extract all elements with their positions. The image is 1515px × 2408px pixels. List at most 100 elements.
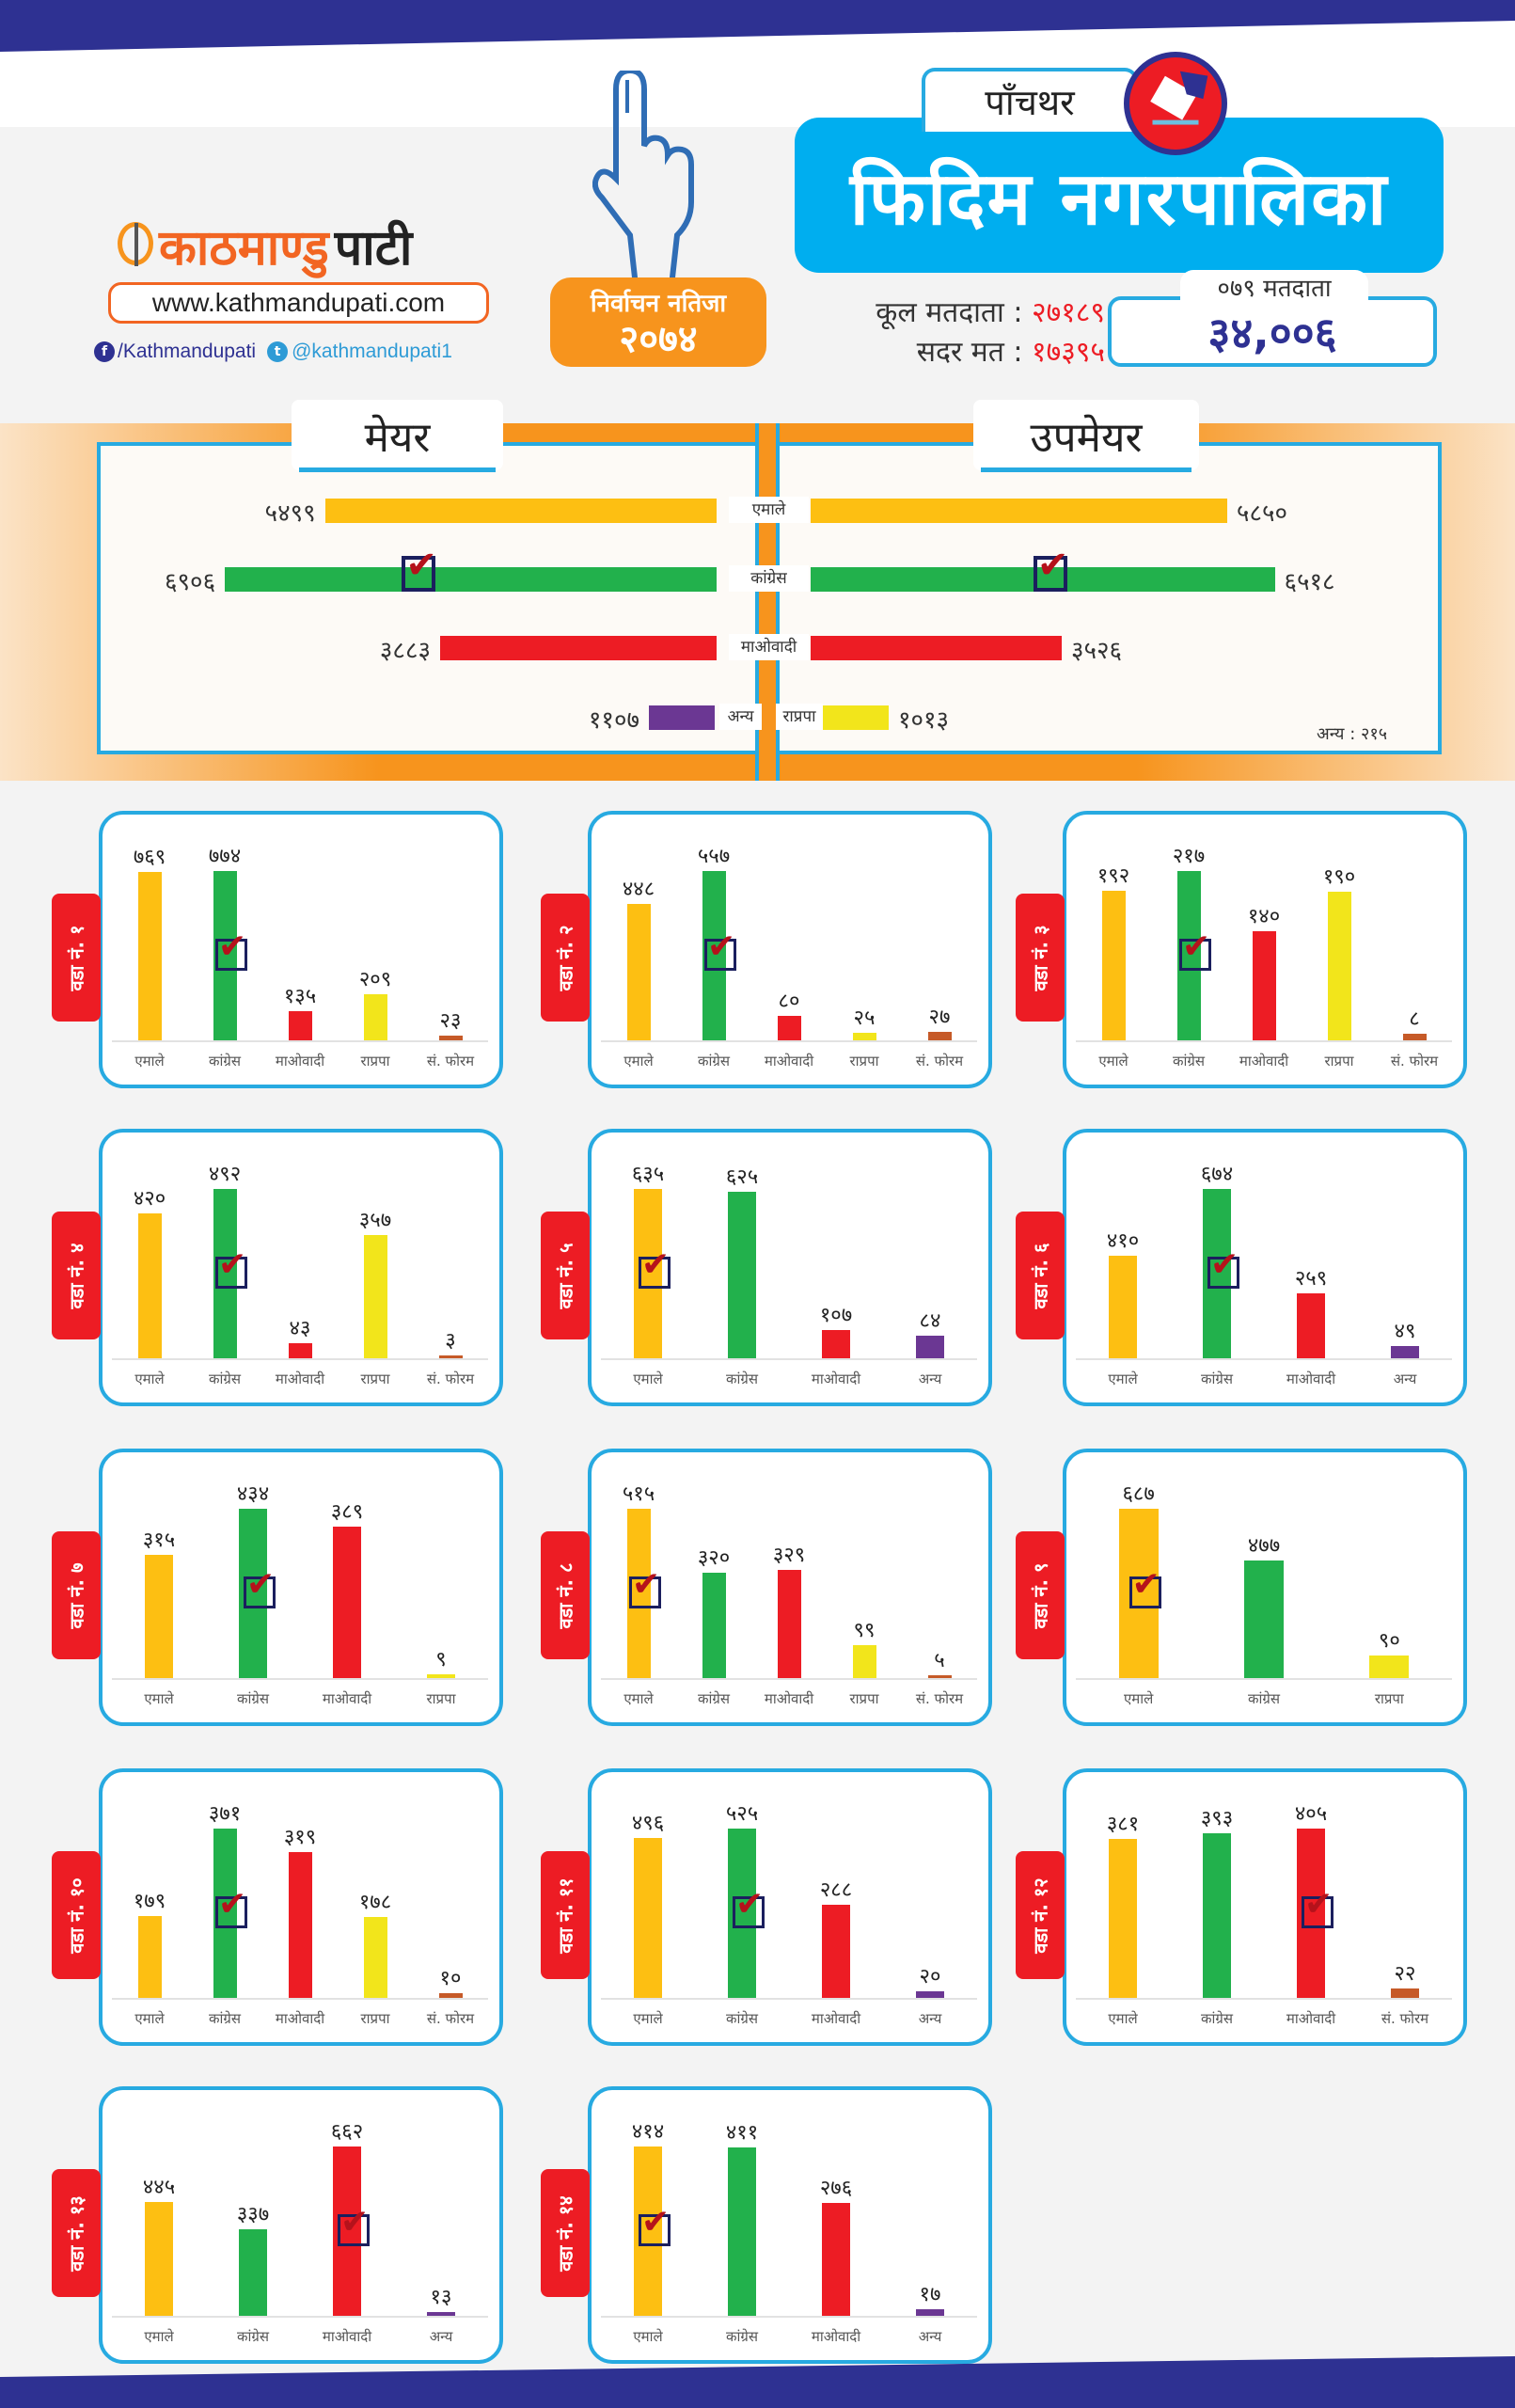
ward-tab-14: वडा नं. १४ [541,2169,590,2297]
bar-rpp [363,1916,387,1998]
bar-other [916,1991,944,1998]
value-label-maoist: ६६२ [330,2120,364,2144]
ward-title: वडा नं. ११ [554,1877,577,1954]
category-label-maoist: माओवादी [1286,2010,1336,2027]
bar-forum [438,1035,463,1040]
category-label-forum: सं. फोरम [426,2010,475,2027]
category-label-other: अन्य [918,2010,942,2027]
category-label-congress: कांग्रेस [725,1370,758,1387]
winner-check-icon [215,930,247,971]
ward-tab-7: वडा नं. ७ [52,1531,101,1659]
website-link[interactable]: www.kathmandupati.com [108,282,489,324]
bar-congress [702,1573,726,1678]
value-label-congress: २१७ [1172,845,1206,868]
ward-baseline [112,1358,488,1360]
value-label-maoist: ३८९ [330,1499,364,1524]
value-label-maoist: ४०५ [1294,1802,1328,1826]
category-label-other: अन्य [1393,1370,1417,1387]
deputy-mayor-title: उपमेयर [973,400,1199,472]
value-label-rpp: ३५७ [358,1209,392,1233]
twitter-link[interactable]: t @kathmandupati1 [267,341,452,363]
value-label-congress: ६२५ [725,1164,759,1189]
bar-emale [145,2202,173,2316]
ward-tab-11: वडा नं. ११ [541,1851,590,1979]
category-label-forum: सं. फोरम [915,1690,964,1707]
category-label-emale: एमाले [1108,2010,1138,2027]
total-voters-value: २७१८९ [1032,296,1105,329]
mayor-bar-congress [225,567,717,592]
category-label-other: अन्य [429,2328,453,2345]
category-label-congress: कांग्रेस [1200,1370,1233,1387]
category-label-maoist: माओवादी [764,1690,814,1707]
facebook-link[interactable]: f /Kathmandupati [94,341,256,363]
category-label-maoist: माओवादी [322,2328,372,2345]
bar-emale [1101,890,1126,1040]
ward-tab-10: वडा नं. १० [52,1851,101,1979]
value-label-emale: ४१० [1106,1228,1140,1253]
winner-check-icon [1179,930,1211,971]
total-voters-label: कूल मतदाता : [876,296,1023,329]
ballot-box-icon [1124,52,1227,155]
category-label-emale: एमाले [134,1053,165,1069]
category-label-rpp: राप्रपा [360,2010,390,2027]
category-label-emale: एमाले [144,2328,174,2345]
category-label-maoist: माओवादी [275,2010,325,2027]
ward-card-14: ४१४ एमाले ४११ कांग्रेस २७६ माओवादी १७ अन्य [588,2086,992,2364]
bar-rpp [363,994,387,1040]
ward-card-11: ४९६ एमाले ५२५ कांग्रेस २८८ माओवादी २० अन्य [588,1768,992,2046]
value-label-maoist: ८० [778,990,800,1014]
value-label-maoist: २८८ [819,1878,853,1903]
ward-tab-6: वडा नं. ६ [1016,1212,1065,1339]
value-label-forum: ५ [934,1649,945,1672]
bar-other [427,2312,455,2316]
value-label-maoist: ३१९ [283,1826,317,1850]
category-label-forum: सं. फोरम [1390,1053,1439,1069]
deputy-bar-rpp [823,705,889,730]
category-label-congress: कांग्रेस [208,2010,241,2027]
value-label-emale: ३१५ [142,1529,176,1553]
value-label-rpp: १७८ [358,1890,392,1914]
mayor-value-other: ११०७ [588,706,639,735]
bar-emale [1109,1838,1137,1998]
value-label-rpp: ९९ [853,1619,876,1643]
bar-maoist [1297,1292,1325,1358]
value-label-congress: ३३७ [236,2203,270,2227]
bar-emale [634,1837,662,1998]
deputy-value-maoist: ३५२६ [1070,637,1123,665]
mayor-winner-check-icon [402,547,437,592]
category-label-maoist: माओवादी [811,1370,861,1387]
category-label-emale: एमाले [633,2010,663,2027]
value-label-congress: ५२५ [725,1802,759,1826]
party-label-maoist: माओवादी [729,634,809,660]
bar-maoist [822,1329,850,1358]
ward-title: वडा नं. १२ [1029,1877,1052,1954]
bar-maoist [1252,930,1276,1040]
value-label-congress: ३२० [697,1546,731,1571]
value-label-forum: १० [439,1967,462,1991]
bar-other [916,1336,944,1358]
value-label-maoist: २५९ [1294,1266,1328,1291]
ward-title: वडा नं. ३ [1029,924,1052,991]
deputy-bar-emale [811,499,1227,523]
twitter-icon: t [267,341,289,362]
ward-title: वडा नं. ५ [554,1242,577,1309]
category-label-emale: एमाले [1123,1690,1154,1707]
deputy-winner-check-icon [1033,547,1068,592]
category-label-maoist: माओवादी [811,2328,861,2345]
bottom-stripe [0,2356,1515,2408]
category-label-rpp: राप्रपा [1374,1690,1404,1707]
social-links: f /Kathmandupati t @kathmandupati1 [94,341,452,363]
bar-forum [438,1993,463,1998]
bar-emale [137,1213,162,1358]
ward-baseline [112,1998,488,2000]
deputy-value-congress: ६५१८ [1284,568,1335,596]
category-label-emale: एमाले [633,1370,663,1387]
ward-tab-8: वडा नं. ८ [541,1531,590,1659]
voting-finger-icon [592,71,694,277]
value-label-emale: १९२ [1097,863,1130,888]
mayor-value-maoist: ३८८३ [379,637,431,665]
bar-forum [438,1355,463,1358]
ward-tab-13: वडा नं. १३ [52,2169,101,2297]
value-label-emale: ५१५ [622,1482,655,1506]
value-label-congress: ६७४ [1200,1163,1234,1186]
